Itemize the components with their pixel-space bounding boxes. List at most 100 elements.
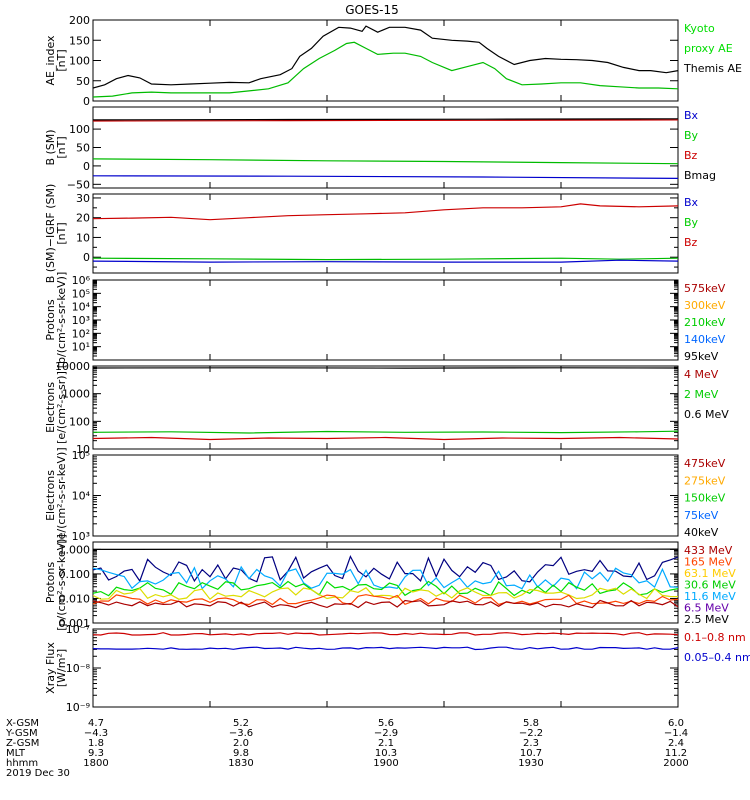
y-tick-label: 30	[76, 192, 90, 205]
x-row-label: MLT	[6, 748, 26, 759]
legend-entry: 300keV	[684, 299, 726, 312]
legend-entry: proxy AE	[684, 42, 733, 55]
series-line-bx	[93, 259, 678, 263]
y-tick-label: 50	[76, 75, 90, 88]
legend-entry: 150keV	[684, 492, 726, 505]
y-axis-label-line1: B (SM)−IGRF (SM)	[44, 184, 57, 284]
y-tick-label: 20	[76, 212, 90, 225]
x-row-value: 2.4	[668, 738, 684, 749]
y-tick-label: 150	[69, 34, 90, 47]
legend-entry: 575keV	[684, 282, 726, 295]
y-tick-label: 10	[76, 231, 90, 244]
legend-entry: 210keV	[684, 316, 726, 329]
series-line-bz	[93, 119, 678, 122]
y-tick-label: 10³	[72, 314, 90, 327]
x-row-value: 2.1	[378, 738, 394, 749]
series-line-bmag	[93, 118, 678, 121]
x-row-value: 4.7	[88, 718, 104, 729]
y-axis-label: B (SM)−IGRF (SM)[nT]	[44, 184, 68, 284]
series-line-165-mev	[93, 594, 678, 606]
legend-entry: 63.1 MeV	[684, 567, 736, 580]
panel-frame	[92, 541, 679, 624]
x-row-value: 2.0	[233, 738, 249, 749]
y-tick-label: 0.010	[59, 592, 91, 605]
y-axis-label-line1: Xray Flux	[44, 642, 57, 694]
series-group	[93, 118, 678, 179]
y-tick-label: 10⁻⁹	[66, 701, 90, 714]
legend-entry: 6.5 MeV	[684, 602, 729, 615]
y-tick-label: 1000	[62, 388, 90, 401]
series-line-by	[93, 257, 678, 261]
x-row-value: −2.9	[374, 728, 398, 739]
legend-entry: 2.5 MeV	[684, 613, 729, 626]
legend-entry: 75keV	[684, 509, 719, 522]
x-row-value: 1800	[83, 758, 108, 769]
panel-frame	[92, 365, 679, 450]
y-axis-label: Electrons[e/(cm²-s-sr-keV)]	[44, 447, 68, 543]
series-group	[93, 632, 678, 651]
series-line-themis-ae	[93, 25, 678, 89]
y-axis-label-line2: [W/m²]	[55, 649, 68, 687]
x-row-value: −4.3	[84, 728, 108, 739]
panel-frame	[92, 628, 679, 708]
plot-title: GOES-15	[345, 3, 399, 17]
legend-entry: 30.6 MeV	[684, 579, 736, 592]
x-row-value: 9.3	[88, 748, 104, 759]
y-axis-label-line2: [e/(cm²-s-sr-keV)]	[55, 447, 68, 543]
panel-6: 10³ 10⁴ 10⁵ Electrons[e/(cm²-s-sr-keV)] 475k…	[44, 447, 726, 543]
x-row-value: 2000	[663, 758, 688, 769]
series-group	[93, 203, 678, 263]
panel-7: 0.001 0.010 0.100 1.000Protons[p/(cm²-s-sr-…	[44, 534, 736, 631]
y-axis-label-line2: [p/(cm²-s-sr-keV)]	[55, 534, 68, 631]
y-axis-label-line2: [nT]	[55, 222, 68, 244]
legend-entry: Bx	[684, 196, 699, 209]
x-row-value: 9.8	[233, 748, 249, 759]
x-row-value: 5.6	[378, 718, 394, 729]
x-row-value: −2.2	[519, 728, 543, 739]
y-axis-label: Protons[p/(cm²-s-sr-keV)]	[44, 534, 68, 631]
y-tick-label: 1.000	[59, 543, 91, 556]
series-line-11-6-mev	[93, 565, 678, 590]
series-line-63-1-mev	[93, 587, 678, 601]
legend-entry: 2 MeV	[684, 388, 719, 401]
y-axis-label: AE_index[nT]	[44, 35, 68, 86]
y-tick-label: 10¹	[72, 341, 90, 354]
legend-entry: 95keV	[684, 350, 719, 363]
y-tick-label: 0	[83, 95, 90, 108]
series-line-0-1-0-8-nm	[93, 632, 678, 636]
legend-entry: 0.05–0.4 nm	[684, 651, 750, 664]
panel-frame	[92, 279, 679, 361]
legend-entry: 433 MeV	[684, 544, 733, 557]
legend-entry: 275keV	[684, 474, 726, 487]
x-row-label: 2019 Dec 30	[6, 768, 70, 779]
series-line-30-6-mev	[93, 580, 678, 597]
series-line-kyoto-proxy-ae	[93, 41, 678, 98]
x-row-value: 1900	[373, 758, 398, 769]
y-tick-label: 10⁻⁸	[66, 662, 91, 675]
legend-entry: Bz	[684, 236, 698, 249]
series-group	[93, 25, 678, 98]
series-line-0-05-0-4-nm	[93, 646, 678, 651]
y-axis-label-line2: [nT]	[55, 49, 68, 71]
legend-entry: Bx	[684, 109, 699, 122]
y-axis-label-line2: [e/(cm²-s-sr)]	[55, 371, 68, 444]
x-row-value: 2.3	[523, 738, 539, 749]
panel-frame	[92, 193, 679, 274]
x-row-value: 10.7	[520, 748, 542, 759]
y-tick-label: 10²	[72, 327, 90, 340]
x-row-value: 6.0	[668, 718, 684, 729]
y-tick-label: 10³	[72, 530, 90, 543]
series-line-bx	[93, 175, 678, 179]
x-row-label: hhmm	[6, 758, 38, 769]
x-row-label: X-GSM	[6, 718, 39, 729]
legend-entry: By	[684, 129, 699, 142]
y-axis-label-line2: [p/(cm²-s-sr-keV)]	[55, 272, 68, 369]
x-row-label: Z-GSM	[6, 738, 39, 749]
x-row-value: 5.2	[233, 718, 249, 729]
y-tick-label: 100	[69, 123, 90, 136]
y-axis-label-line1: Electrons	[44, 382, 57, 433]
y-axis-label-line1: AE_index	[44, 35, 57, 86]
